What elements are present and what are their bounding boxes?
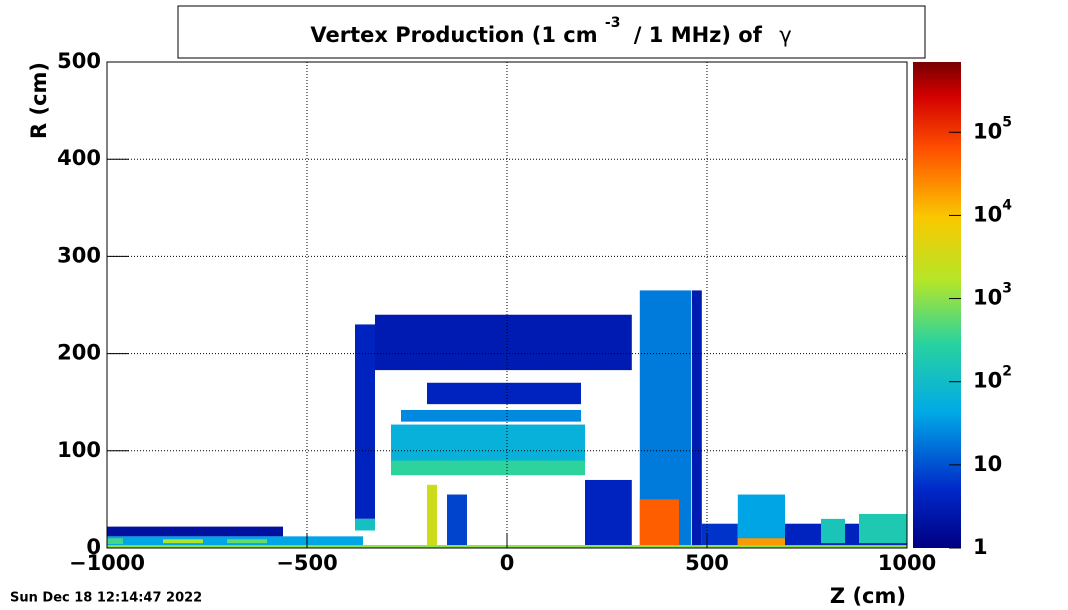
z-tick-base: 10 xyxy=(973,452,1002,476)
z-tick-label: 102 xyxy=(973,364,1012,393)
cell xyxy=(639,499,679,546)
cell xyxy=(737,538,785,548)
z-tick-base: 1 xyxy=(973,535,988,559)
z-tick-label: 104 xyxy=(973,197,1012,226)
chart-title: Vertex Production (1 cm -3 / 1 MHz) of γ xyxy=(310,10,791,47)
cell xyxy=(107,538,123,545)
cell xyxy=(107,526,283,537)
x-tick-label: −500 xyxy=(276,551,337,575)
z-tick-exponent: 2 xyxy=(1002,364,1012,380)
title-superscript: -3 xyxy=(605,15,621,31)
cell xyxy=(447,494,467,546)
cell xyxy=(585,479,632,546)
cell xyxy=(427,382,581,405)
cell xyxy=(401,409,581,422)
z-tick-exponent: 5 xyxy=(1002,114,1012,130)
cells xyxy=(107,290,907,548)
x-tick-label: 500 xyxy=(685,551,729,575)
cell xyxy=(163,539,203,544)
cell xyxy=(701,523,738,546)
z-tick-label: 103 xyxy=(973,281,1012,310)
y-tick-label: 0 xyxy=(86,535,101,559)
cell xyxy=(355,518,375,531)
cell xyxy=(391,460,585,476)
cell xyxy=(859,513,907,544)
y-tick-label: 400 xyxy=(57,146,101,170)
y-tick-label: 500 xyxy=(57,49,101,73)
z-tick-exponent: 4 xyxy=(1002,197,1012,213)
color-bar xyxy=(913,62,961,548)
x-axis-label: Z (cm) xyxy=(830,584,906,608)
z-tick-base: 10 xyxy=(973,369,1002,393)
y-tick-label: 200 xyxy=(57,341,101,365)
title-text: Vertex Production (1 cm xyxy=(310,23,597,47)
z-tick-base: 10 xyxy=(973,202,1002,226)
title-particle: γ xyxy=(779,23,791,47)
cell xyxy=(355,324,375,519)
x-tick-label: 0 xyxy=(500,551,515,575)
x-tick-label: 1000 xyxy=(878,551,936,575)
cell xyxy=(227,539,267,544)
z-tick-exponent: 3 xyxy=(1002,281,1012,297)
z-tick-base: 10 xyxy=(973,286,1002,310)
z-tick-label: 10 xyxy=(973,452,1002,476)
z-tick-base: 10 xyxy=(973,119,1002,143)
y-tick-label: 300 xyxy=(57,243,101,267)
z-tick-label: 1 xyxy=(973,535,988,559)
cell xyxy=(375,314,632,371)
cell xyxy=(691,290,702,548)
z-tick-label: 105 xyxy=(973,114,1012,143)
cell xyxy=(821,518,845,544)
timestamp: Sun Dec 18 12:14:47 2022 xyxy=(10,591,202,606)
y-tick-label: 100 xyxy=(57,438,101,462)
title-box xyxy=(177,5,926,59)
y-axis-label: R (cm) xyxy=(27,62,51,139)
title-text-rest: / 1 MHz) of xyxy=(634,23,763,47)
x-tick-label: −1000 xyxy=(69,551,145,575)
cell xyxy=(427,484,437,546)
